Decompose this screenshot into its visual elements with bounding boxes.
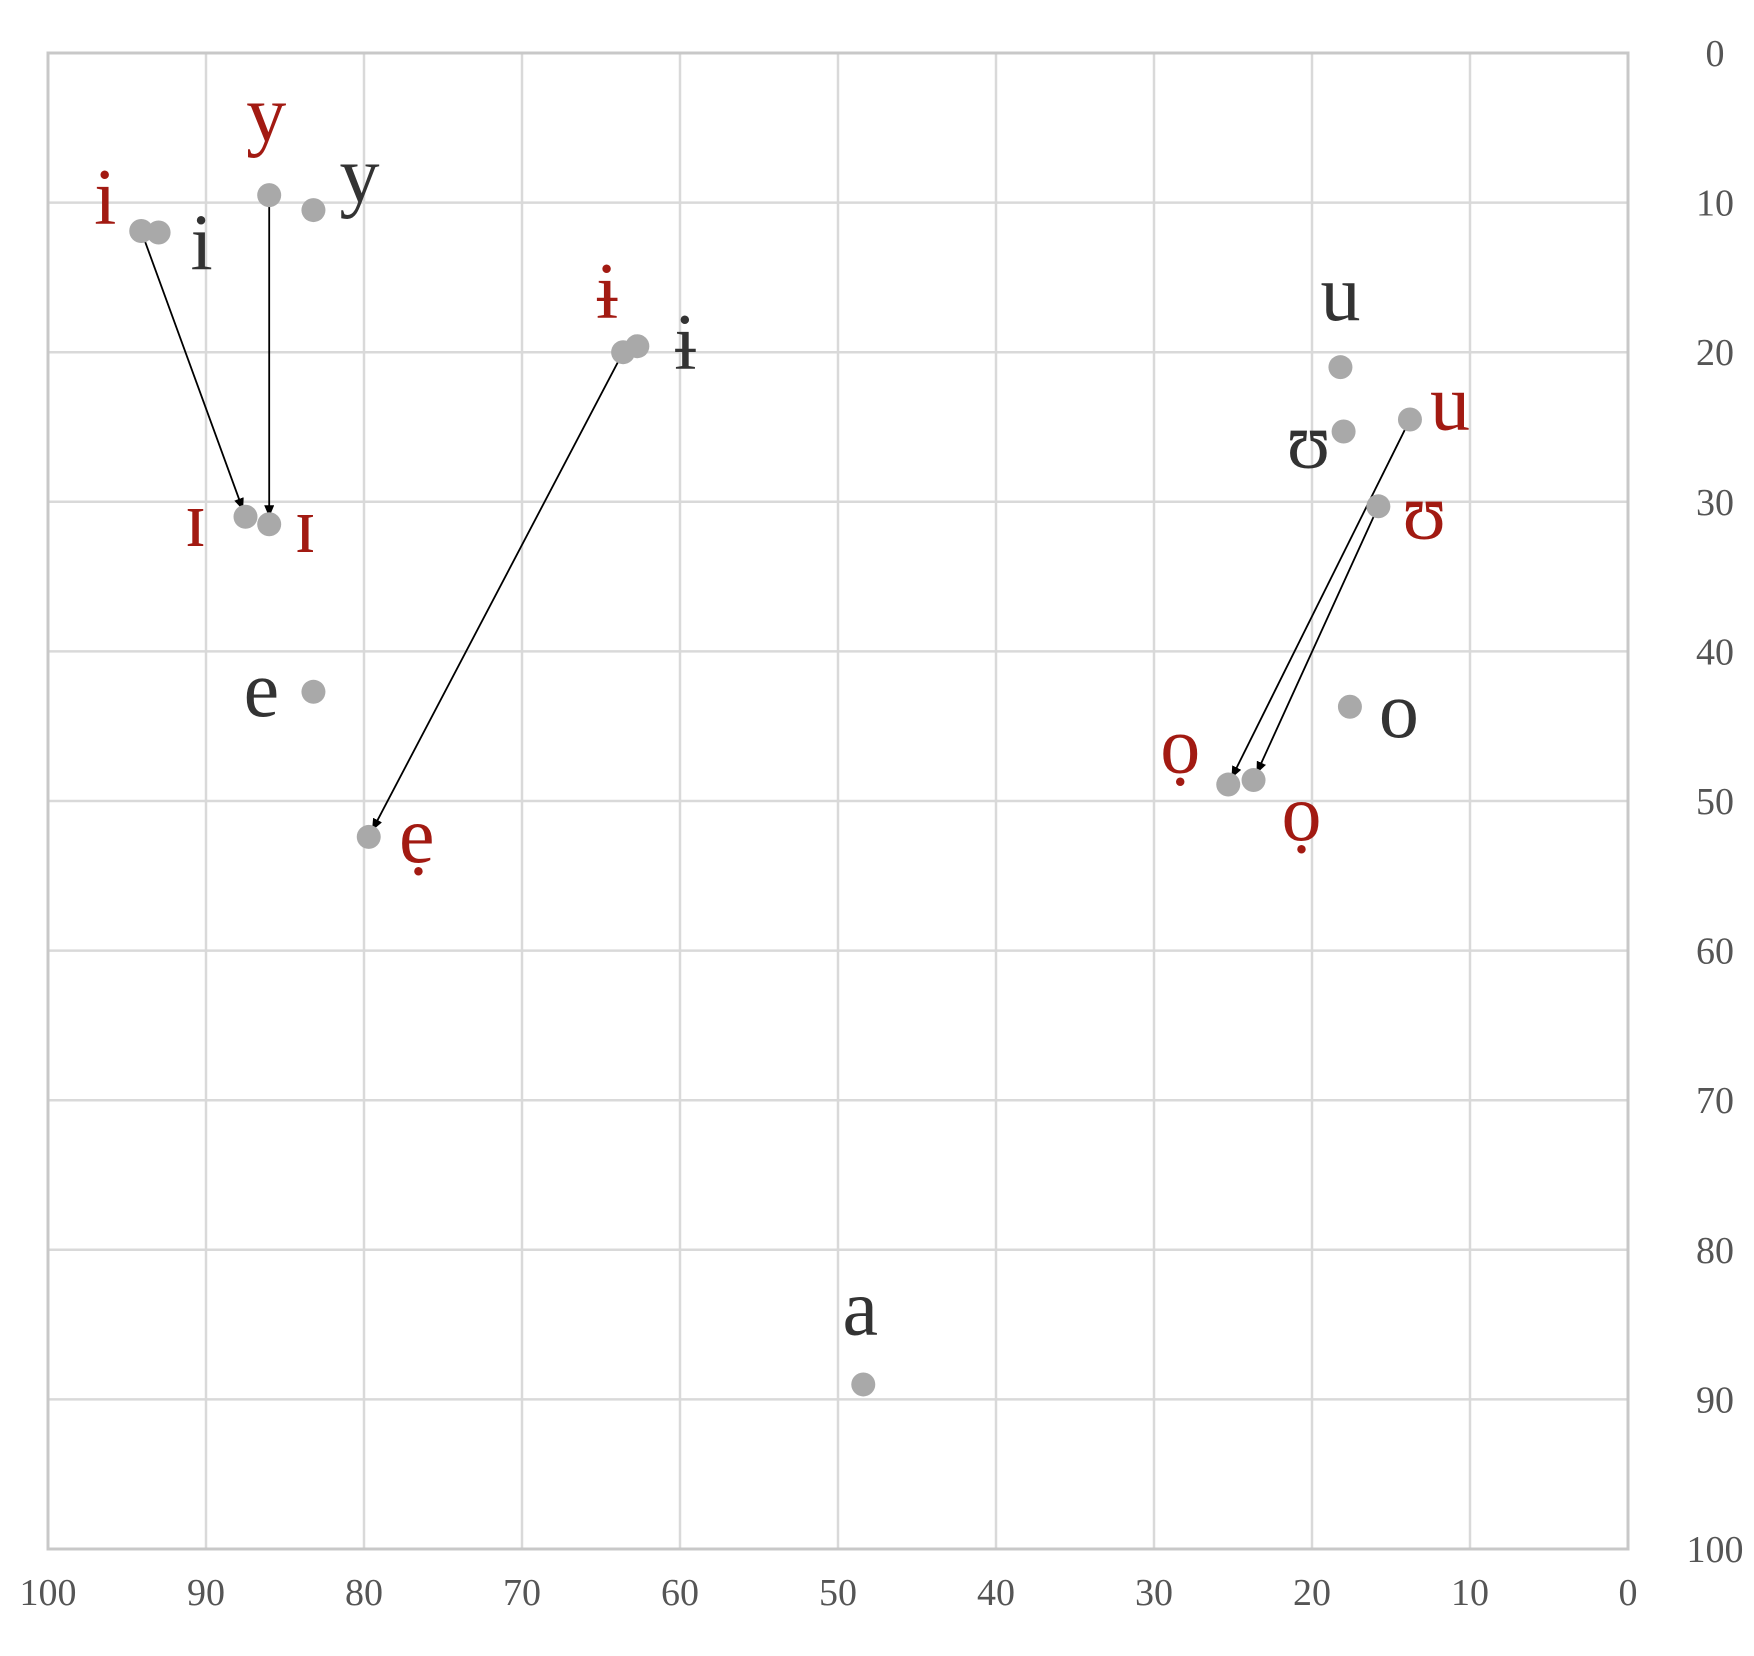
shift-arrow	[140, 230, 244, 511]
x-tick-label: 30	[1135, 1572, 1173, 1614]
y-tick-label: 100	[1687, 1529, 1744, 1571]
x-axis-ticks: 100 90 80 70 60 50 40 30 20 10 0	[20, 1572, 1638, 1614]
data-point	[1397, 407, 1422, 432]
data-point	[146, 220, 171, 245]
vowel-label: ẹ	[399, 792, 435, 880]
x-tick-label: 0	[1619, 1572, 1638, 1614]
shift-arrow	[1231, 419, 1411, 779]
y-tick-label: 0	[1706, 33, 1725, 75]
y-tick-label: 50	[1696, 781, 1734, 823]
vowel-label: a	[843, 1264, 879, 1352]
shift-arrow	[1256, 505, 1380, 774]
vowel-label: i	[94, 154, 116, 242]
vowel-label: y	[246, 71, 286, 159]
data-points	[129, 183, 1422, 1397]
data-point	[301, 679, 326, 704]
data-point	[233, 504, 258, 529]
vowel-label: ɨ	[596, 248, 618, 336]
data-point	[356, 824, 381, 849]
data-point	[611, 340, 636, 365]
x-tick-label: 10	[1451, 1572, 1489, 1614]
x-tick-label: 100	[20, 1572, 77, 1614]
data-point	[851, 1372, 876, 1397]
vowel-label: u	[1320, 250, 1360, 338]
x-tick-label: 20	[1293, 1572, 1331, 1614]
vowel-label: e	[244, 646, 280, 734]
y-tick-label: 30	[1696, 482, 1734, 524]
vowel-label: ɪ	[184, 476, 206, 564]
data-point	[1366, 494, 1391, 519]
x-tick-label: 90	[187, 1572, 225, 1614]
y-tick-label: 90	[1696, 1379, 1734, 1421]
vowel-label: o	[1379, 667, 1419, 755]
x-tick-label: 40	[977, 1572, 1015, 1614]
vowel-label: i	[190, 200, 212, 288]
vowel-label: y	[339, 132, 379, 220]
data-point	[301, 198, 326, 223]
data-point	[129, 219, 154, 244]
vowel-label: ɪ	[294, 482, 316, 570]
data-point	[257, 512, 282, 537]
vowel-label: ọ	[1282, 770, 1322, 858]
y-tick-label: 40	[1696, 631, 1734, 673]
y-tick-label: 10	[1696, 183, 1734, 225]
data-point	[1331, 419, 1356, 444]
y-tick-label: 20	[1696, 332, 1734, 374]
data-point	[257, 183, 282, 208]
vowel-label: ʊ	[1402, 468, 1446, 556]
plot-frame	[46, 51, 1630, 1551]
data-point	[1216, 772, 1241, 797]
y-tick-label: 60	[1696, 931, 1734, 973]
shift-arrow	[371, 351, 624, 831]
y-tick-label: 70	[1696, 1080, 1734, 1122]
grid	[46, 51, 1630, 1551]
y-axis-ticks: 0 10 20 30 40 50 60 70 80 90 100	[1687, 33, 1744, 1571]
vowel-label: ɨ	[674, 299, 696, 387]
data-point	[1241, 768, 1266, 793]
y-tick-label: 80	[1696, 1230, 1734, 1272]
x-tick-label: 70	[503, 1572, 541, 1614]
arrows	[140, 195, 1411, 831]
vowel-label: u	[1430, 360, 1470, 448]
data-point	[1328, 355, 1353, 380]
vowel-label: ʊ	[1287, 397, 1331, 485]
data-point	[1337, 694, 1362, 719]
vowel-label: ọ	[1160, 703, 1200, 791]
x-tick-label: 50	[819, 1572, 857, 1614]
x-tick-label: 60	[661, 1572, 699, 1614]
x-tick-label: 80	[345, 1572, 383, 1614]
